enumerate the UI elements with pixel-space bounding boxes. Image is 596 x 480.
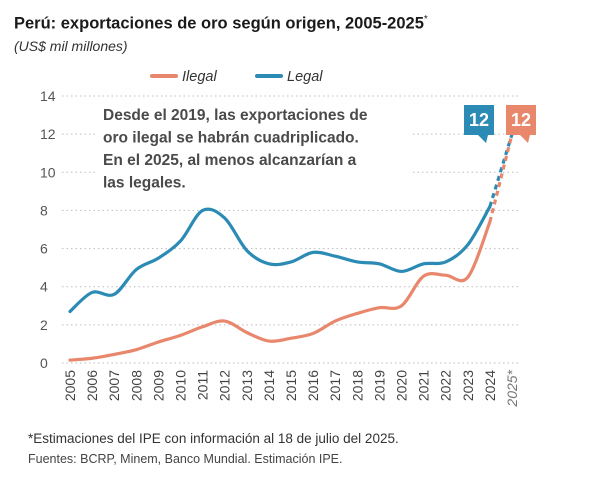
chart-title: Perú: exportaciones de oro según origen,… [14, 14, 428, 34]
legend: Ilegal Legal [150, 69, 323, 85]
y-tick-label: 4 [40, 279, 48, 295]
annotation-background [98, 101, 410, 193]
y-tick-label: 2 [40, 317, 48, 333]
legend-label-legal: Legal [287, 69, 323, 85]
end-label-value-ilegal: 12 [511, 110, 531, 130]
line-chart: 0 2 4 6 8 10 12 14 2005 2006 2007 2008 2009 2010 2011… [40, 69, 536, 408]
annotation-line: Desde el 2019, las exportaciones de [103, 107, 368, 124]
x-tick-label: 2005 [62, 370, 78, 401]
end-label-pointer-legal [478, 135, 488, 143]
x-tick-label: 2013 [239, 370, 255, 401]
x-tick-label: 2015 [283, 370, 299, 401]
x-tick-label: 2020 [394, 370, 410, 401]
x-tick-label: 2018 [349, 370, 365, 401]
series-projection-legal [488, 133, 514, 208]
series-line-ilegal [68, 220, 492, 362]
y-axis: 0 2 4 6 8 10 12 14 [40, 88, 56, 371]
x-tick-label: 2021 [416, 370, 432, 401]
x-tick-label: 2007 [106, 370, 122, 401]
x-tick-label: 2017 [327, 370, 343, 401]
end-label-value-legal: 12 [469, 110, 489, 130]
series-line-legal [68, 205, 492, 314]
x-tick-label: 2025* [504, 369, 520, 407]
y-tick-label: 8 [40, 202, 48, 218]
annotation-line: las legales. [103, 175, 186, 192]
end-label-box-ilegal [506, 105, 536, 135]
x-tick-label: 2009 [150, 370, 166, 401]
y-tick-label: 10 [40, 164, 56, 180]
x-tick-label: 2011 [195, 370, 211, 400]
y-tick-label: 6 [40, 241, 48, 257]
chart-subtitle: (US$ mil millones) [14, 38, 128, 54]
end-label-pointer-ilegal [520, 135, 530, 143]
x-tick-label: 2006 [84, 370, 100, 401]
annotation-line: En el 2025, al menos alcanzarían a [103, 152, 357, 169]
title-footnote-mark: * [423, 14, 428, 25]
series-layer [68, 133, 514, 362]
y-tick-label: 0 [40, 355, 48, 371]
y-tick-label: 12 [40, 126, 56, 142]
x-tick-label: 2014 [261, 370, 277, 401]
end-label-box-legal [464, 105, 494, 135]
x-axis: 2005 2006 2007 2008 2009 2010 2011 2012 2013 2014… [62, 369, 520, 407]
chart-title-text: Perú: exportaciones de oro según origen,… [14, 14, 424, 33]
footnote: *Estimaciones del IPE con información al… [28, 431, 399, 446]
x-tick-label: 2016 [305, 370, 321, 401]
legend-label-ilegal: Ilegal [182, 69, 217, 85]
annotation-line: oro ilegal se habrán cuadriplicado. [103, 130, 359, 147]
annotation: Desde el 2019, las exportaciones de oro i… [98, 101, 410, 193]
x-tick-label: 2022 [438, 370, 454, 401]
x-tick-label: 2019 [371, 370, 387, 401]
sources: Fuentes: BCRP, Minem, Banco Mundial. Est… [28, 452, 343, 466]
end-labels: 12 12 [464, 105, 536, 143]
series-projection-ilegal [488, 133, 514, 223]
x-tick-label: 2010 [173, 370, 189, 401]
x-tick-label: 2024 [482, 370, 498, 401]
y-tick-label: 14 [40, 88, 56, 104]
x-tick-label: 2012 [217, 370, 233, 401]
x-tick-label: 2023 [460, 370, 476, 401]
x-tick-label: 2008 [128, 370, 144, 401]
